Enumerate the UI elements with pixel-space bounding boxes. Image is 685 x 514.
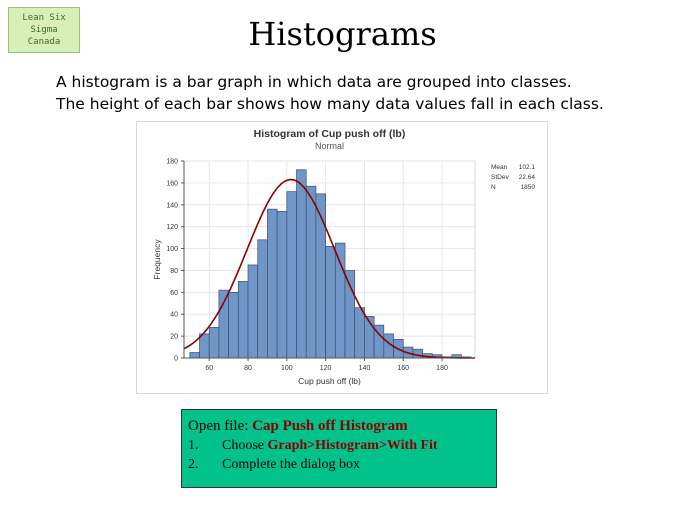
y-tick-label: 0 bbox=[174, 356, 178, 363]
y-tick-label: 140 bbox=[166, 202, 178, 209]
x-tick-label: 60 bbox=[205, 365, 213, 372]
y-tick-label: 120 bbox=[166, 224, 178, 231]
y-tick-label: 40 bbox=[170, 312, 178, 319]
y-axis-label: Frequency bbox=[152, 239, 162, 280]
instructions-callout: Open file: Cap Push off Histogram 1. Cho… bbox=[181, 409, 497, 488]
stats-label: StDev bbox=[491, 174, 509, 181]
x-tick-label: 160 bbox=[397, 365, 409, 372]
histogram-bar bbox=[267, 208, 278, 359]
stats-label: Mean bbox=[491, 164, 508, 171]
histogram-bar bbox=[334, 242, 346, 359]
lean-six-sigma-logo: Lean Six Sigma Canada bbox=[8, 7, 80, 53]
step-1-prefix: Choose bbox=[222, 438, 268, 453]
open-file-prefix: Open file: bbox=[188, 418, 253, 434]
x-tick-label: 120 bbox=[320, 365, 332, 372]
y-tick-label: 160 bbox=[166, 180, 178, 187]
y-tick-label: 20 bbox=[170, 334, 178, 341]
y-tick-label: 60 bbox=[170, 290, 178, 297]
stats-value: 1850 bbox=[521, 184, 536, 191]
y-tick-label: 80 bbox=[170, 268, 178, 275]
x-axis-label: Cup push off (lb) bbox=[298, 376, 361, 386]
y-tick-label: 180 bbox=[166, 159, 178, 166]
histogram-bar bbox=[208, 327, 220, 359]
stats-value: 22.64 bbox=[519, 174, 536, 181]
histogram-svg: Histogram of Cup push off (lb)Normal 0 20 4… bbox=[152, 128, 536, 386]
histogram-bar bbox=[286, 191, 297, 359]
step-1-menu-path: Graph>Histogram>With Fit bbox=[267, 438, 438, 453]
histogram-bar bbox=[247, 264, 259, 359]
histogram-bar bbox=[325, 246, 336, 359]
logo-line-3: Canada bbox=[27, 37, 61, 47]
histogram-bar bbox=[276, 210, 288, 359]
x-tick-label: 80 bbox=[244, 365, 252, 372]
histogram-bar bbox=[354, 307, 365, 359]
step-2: 2. Complete the dialog box bbox=[188, 457, 490, 473]
x-tick-label: 140 bbox=[359, 365, 371, 372]
histogram-bar bbox=[218, 289, 229, 359]
intro-line-2: The height of each bar shows how many da… bbox=[56, 95, 604, 113]
histogram-bar bbox=[189, 352, 200, 359]
histogram-bar bbox=[344, 270, 356, 359]
histogram-bar bbox=[257, 239, 268, 359]
intro-line-1: A histogram is a bar graph in which data… bbox=[56, 73, 572, 91]
histogram-bar bbox=[412, 348, 423, 359]
histogram-bar bbox=[237, 281, 249, 359]
stats-label: N bbox=[491, 184, 496, 191]
chart-subtitle: Normal bbox=[315, 141, 344, 151]
step-1: 1. Choose Graph>Histogram>With Fit bbox=[188, 438, 490, 454]
y-tick-label: 100 bbox=[166, 246, 178, 253]
step-2-text: Complete the dialog box bbox=[222, 457, 361, 472]
logo-line-1: Lean Six bbox=[22, 13, 66, 23]
histogram-bar bbox=[199, 333, 210, 359]
open-file-line: Open file: Cap Push off Histogram bbox=[188, 418, 490, 435]
x-tick-label: 100 bbox=[281, 365, 293, 372]
histogram-chart: Histogram of Cup push off (lb) Normal 0 20 4… bbox=[136, 121, 548, 394]
x-tick-label: 180 bbox=[436, 365, 448, 372]
slide-title: Histograms bbox=[248, 15, 437, 53]
intro-text: A histogram is a bar graph in which data… bbox=[56, 71, 676, 115]
open-file-name: Cap Push off Histogram bbox=[252, 418, 408, 434]
stats-value: 102.1 bbox=[519, 164, 536, 171]
histogram-bar bbox=[305, 185, 317, 359]
normal-fit-curve bbox=[183, 178, 475, 359]
chart-title: Histogram of Cup push off (lb) bbox=[254, 128, 406, 140]
step-2-number: 2. bbox=[188, 457, 199, 472]
histogram-bar bbox=[296, 169, 307, 359]
histogram-bar bbox=[228, 291, 239, 359]
step-1-number: 1. bbox=[188, 438, 199, 453]
logo-line-2: Sigma bbox=[30, 25, 58, 35]
